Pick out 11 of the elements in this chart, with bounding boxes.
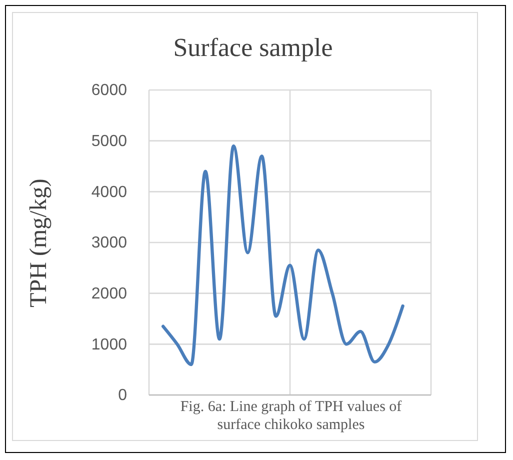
y-axis-title: TPH (mg/kg) bbox=[26, 178, 52, 308]
y-tick-label: 2000 bbox=[91, 285, 128, 302]
chart-title: Surface sample bbox=[173, 33, 333, 62]
caption: Fig. 6a: Line graph of TPH values of surface chikoko samples bbox=[179, 398, 403, 434]
y-tick-label: 6000 bbox=[91, 82, 128, 100]
y-tick-label: 0 bbox=[118, 387, 128, 404]
y-tick-label: 4000 bbox=[91, 184, 128, 201]
y-tick-label: 3000 bbox=[91, 234, 128, 252]
y-tick-label: 1000 bbox=[91, 336, 128, 354]
line-series bbox=[162, 144, 404, 366]
y-tick-label: 5000 bbox=[91, 132, 128, 150]
